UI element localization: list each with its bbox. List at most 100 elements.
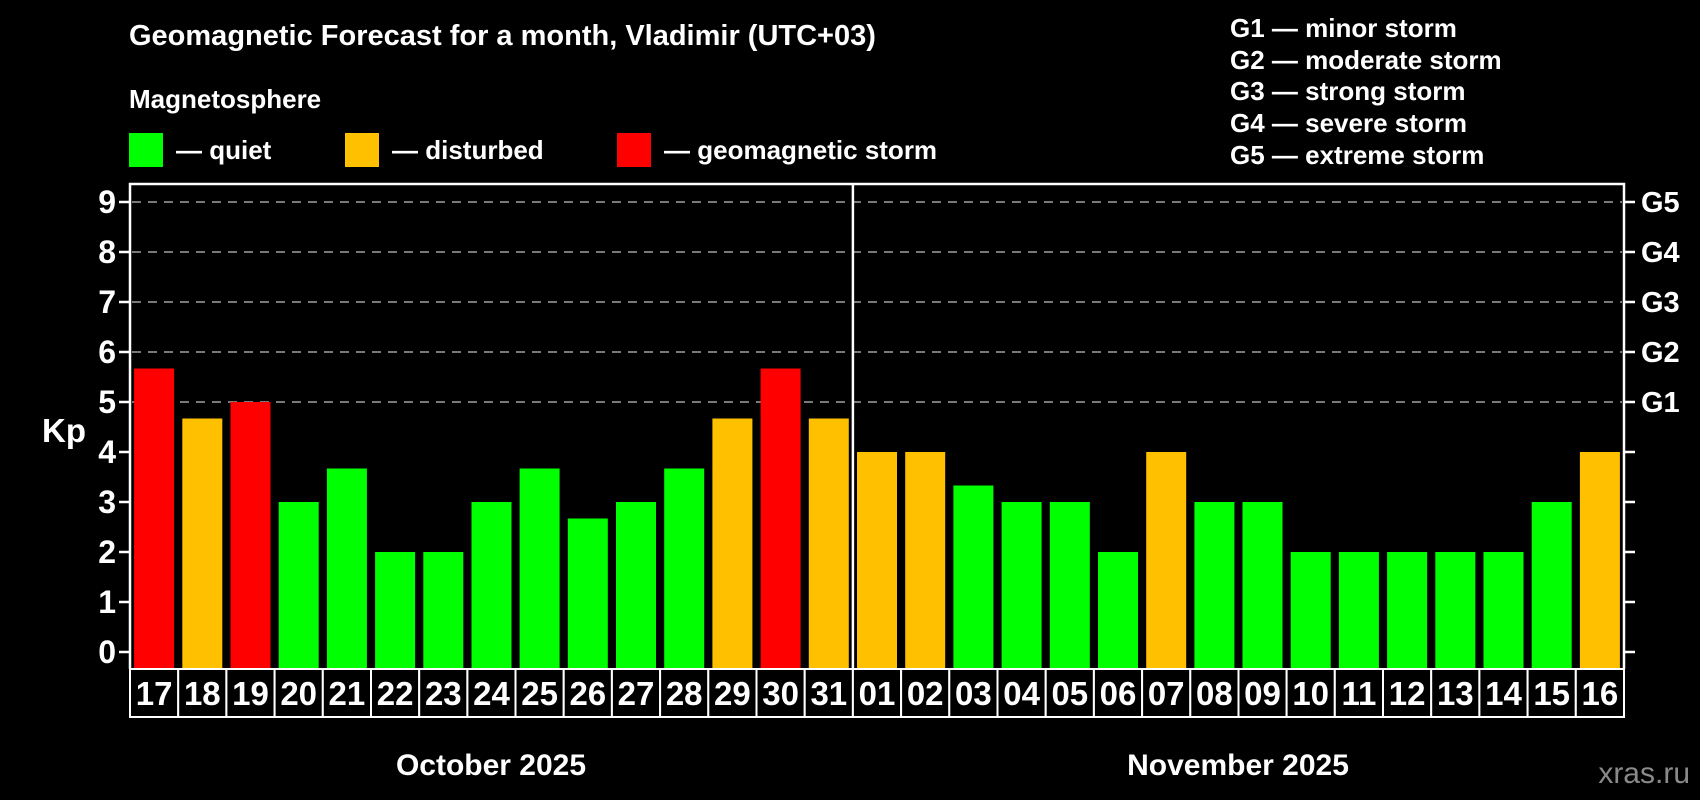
bar-nov-15 bbox=[1531, 502, 1572, 669]
day-cell-oct-22 bbox=[370, 668, 421, 718]
y-tick-label-7: 7 bbox=[98, 284, 116, 320]
bar-oct-21 bbox=[326, 468, 367, 669]
day-label-oct-18: 18 bbox=[184, 675, 221, 712]
day-label-oct-21: 21 bbox=[329, 675, 366, 712]
bar-nov-12 bbox=[1387, 552, 1428, 669]
bar-oct-22 bbox=[375, 552, 416, 669]
legend-label-storm: — geomagnetic storm bbox=[664, 135, 938, 165]
day-label-nov-09: 09 bbox=[1244, 675, 1281, 712]
day-cell-oct-24 bbox=[466, 668, 517, 718]
day-cell-nov-02 bbox=[900, 668, 951, 718]
day-label-oct-22: 22 bbox=[377, 675, 414, 712]
bar-nov-14 bbox=[1483, 552, 1524, 669]
day-label-nov-01: 01 bbox=[859, 675, 896, 712]
day-cell-oct-23 bbox=[418, 668, 469, 718]
day-label-nov-16: 16 bbox=[1582, 675, 1619, 712]
bar-nov-01 bbox=[857, 452, 897, 669]
day-cell-nov-09 bbox=[1237, 668, 1288, 718]
day-cell-nov-03 bbox=[948, 668, 999, 718]
day-label-nov-04: 04 bbox=[1003, 675, 1040, 712]
bar-oct-23 bbox=[423, 552, 464, 669]
day-cell-nov-08 bbox=[1189, 668, 1240, 718]
day-cell-oct-30 bbox=[755, 668, 806, 718]
day-cell-oct-27 bbox=[610, 668, 662, 718]
bar-nov-07 bbox=[1146, 452, 1187, 669]
g-scale-label-g4: G4 bbox=[1641, 237, 1680, 269]
day-cell-nov-14 bbox=[1478, 668, 1529, 718]
month-label-october: October 2025 bbox=[395, 749, 587, 782]
day-label-nov-13: 13 bbox=[1437, 675, 1474, 712]
month-label-november: November 2025 bbox=[1127, 749, 1349, 782]
day-label-nov-10: 10 bbox=[1292, 675, 1329, 712]
g-scale-label-g3: G3 bbox=[1641, 287, 1680, 319]
day-cell-oct-25 bbox=[514, 668, 565, 718]
bar-oct-19 bbox=[230, 402, 271, 669]
site-watermark: xras.ru bbox=[1598, 757, 1690, 790]
day-label-oct-23: 23 bbox=[425, 675, 462, 712]
g-legend-item-g2: G2 — moderate storm bbox=[1230, 44, 1502, 75]
day-cell-oct-17 bbox=[129, 668, 180, 718]
y-tick-label-9: 9 bbox=[98, 184, 116, 220]
day-cell-oct-19 bbox=[225, 668, 276, 718]
bar-oct-25 bbox=[519, 468, 560, 669]
bar-nov-02 bbox=[905, 452, 946, 669]
day-cell-nov-15 bbox=[1526, 668, 1577, 718]
day-label-oct-20: 20 bbox=[280, 675, 317, 712]
disturbed-color-swatch bbox=[345, 133, 379, 167]
day-cell-oct-29 bbox=[707, 668, 758, 718]
bar-oct-24 bbox=[471, 502, 512, 669]
bar-nov-04 bbox=[1001, 502, 1042, 669]
bar-oct-17 bbox=[134, 368, 175, 669]
y-axis-title: Kp bbox=[42, 412, 86, 449]
g-legend-item-g3: G3 — strong storm bbox=[1230, 76, 1466, 107]
day-label-nov-06: 06 bbox=[1100, 675, 1137, 712]
y-tick-label-1: 1 bbox=[98, 584, 116, 620]
bar-oct-27 bbox=[616, 502, 656, 669]
g-legend-item-g1: G1 — minor storm bbox=[1230, 13, 1457, 43]
bar-oct-31 bbox=[808, 418, 849, 669]
day-cell-nov-04 bbox=[996, 668, 1047, 718]
day-label-oct-26: 26 bbox=[569, 675, 606, 712]
day-cell-nov-13 bbox=[1430, 668, 1481, 718]
day-cell-oct-20 bbox=[273, 668, 324, 718]
bar-nov-08 bbox=[1194, 502, 1235, 669]
y-tick-label-4: 4 bbox=[98, 434, 116, 470]
bar-oct-29 bbox=[712, 418, 753, 669]
day-cell-nov-01 bbox=[851, 668, 903, 718]
day-cell-nov-10 bbox=[1285, 668, 1336, 718]
day-label-nov-14: 14 bbox=[1485, 675, 1522, 712]
quiet-color-swatch bbox=[129, 133, 163, 167]
bar-nov-03 bbox=[953, 485, 994, 669]
bar-nov-05 bbox=[1049, 502, 1090, 669]
bar-nov-11 bbox=[1338, 552, 1379, 669]
g-legend-item-g5: G5 — extreme storm bbox=[1230, 139, 1485, 170]
day-label-oct-29: 29 bbox=[714, 675, 751, 712]
bar-nov-16 bbox=[1579, 452, 1620, 669]
y-tick-label-8: 8 bbox=[98, 234, 116, 270]
day-label-nov-05: 05 bbox=[1051, 675, 1088, 712]
day-cell-nov-07 bbox=[1141, 668, 1192, 718]
g-legend-item-g4: G4 — severe storm bbox=[1230, 108, 1468, 139]
legend-row: — quiet — disturbed — geomagnetic storm bbox=[0, 133, 1700, 167]
legend-label-quiet: — quiet bbox=[176, 135, 272, 165]
legend-heading: Magnetosphere bbox=[129, 84, 322, 114]
bar-oct-26 bbox=[567, 518, 608, 669]
bar-nov-09 bbox=[1242, 502, 1283, 669]
storm-scale-legend: G1 — minor storm G2 — moderate storm G3 … bbox=[1230, 13, 1502, 172]
bar-nov-10 bbox=[1290, 552, 1331, 669]
y-tick-label-0: 0 bbox=[98, 634, 116, 670]
bar-nov-13 bbox=[1435, 552, 1476, 669]
y-tick-label-3: 3 bbox=[98, 484, 116, 520]
day-cell-nov-11 bbox=[1333, 668, 1385, 718]
day-label-oct-31: 31 bbox=[810, 675, 847, 712]
day-cell-nov-12 bbox=[1382, 668, 1433, 718]
day-label-nov-11: 11 bbox=[1341, 675, 1376, 712]
day-label-nov-03: 03 bbox=[955, 675, 992, 712]
storm-color-swatch bbox=[617, 133, 651, 167]
g-scale-label-g5: G5 bbox=[1641, 187, 1680, 219]
bar-oct-28 bbox=[664, 468, 705, 669]
day-label-oct-25: 25 bbox=[521, 675, 558, 712]
day-label-oct-19: 19 bbox=[232, 675, 269, 712]
y-tick-label-6: 6 bbox=[98, 334, 116, 370]
